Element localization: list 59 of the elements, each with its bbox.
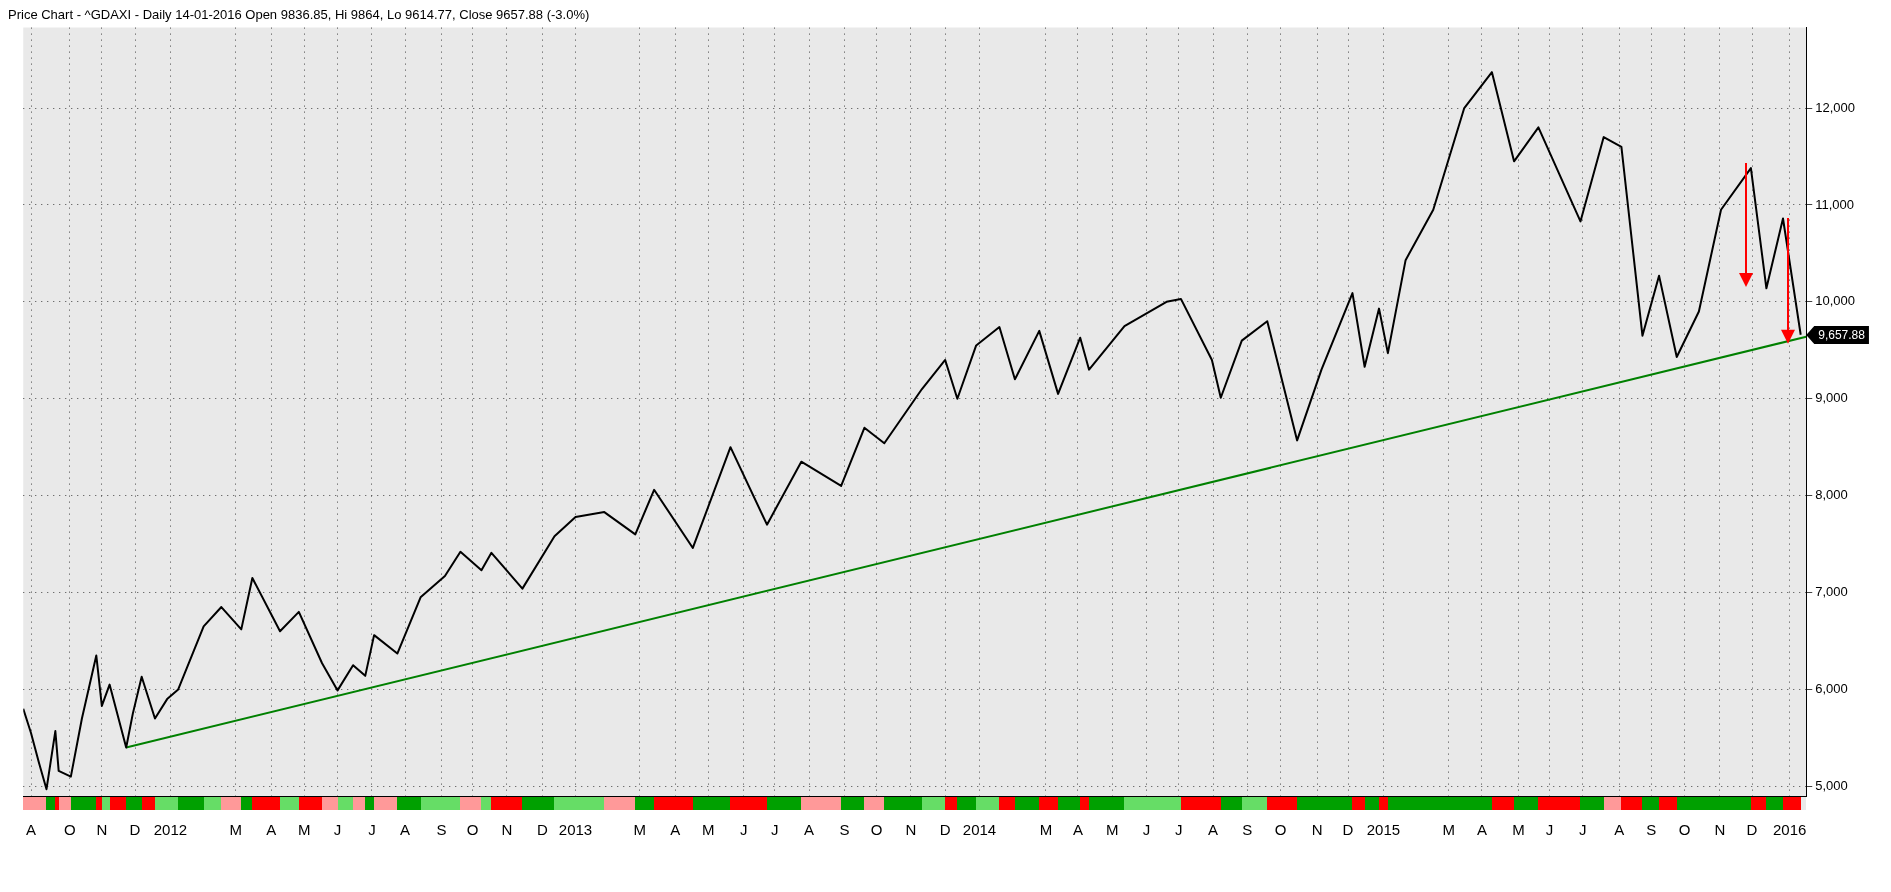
x-tick-label: M	[1039, 821, 1053, 839]
x-tick-label: D	[129, 821, 141, 839]
x-tick-label: N	[905, 821, 917, 839]
x-tick-label: D	[939, 821, 951, 839]
x-tick-label: 2014	[962, 821, 997, 839]
x-tick-label: M	[229, 821, 242, 839]
x-tick-label: M	[298, 821, 311, 839]
x-tick-label: N	[1714, 821, 1726, 839]
x-tick-label: M	[702, 821, 715, 839]
x-tick-label: N	[501, 821, 513, 839]
x-tick-label: J	[368, 821, 376, 839]
x-tick-label: N	[1311, 821, 1323, 839]
x-tick-label: J	[1174, 821, 1183, 839]
x-tick-label: A	[1072, 821, 1083, 839]
x-tick-label: D	[1342, 821, 1354, 839]
x-tick-label: M	[633, 821, 646, 839]
y-tick-label: 5,000	[1815, 777, 1848, 793]
x-tick-label: A	[400, 821, 411, 839]
x-tick-label: A	[1476, 821, 1487, 839]
x-tick-label: J	[333, 821, 342, 839]
x-tick-label: M	[1512, 821, 1525, 839]
x-tick-label: D	[1746, 821, 1758, 839]
x-tick-label: J	[1142, 821, 1151, 839]
x-tick-label: S	[436, 821, 447, 839]
x-tick-label: O	[63, 821, 76, 839]
x-tick-label: O	[1678, 821, 1691, 839]
y-tick-label: 10,000	[1815, 293, 1855, 309]
y-tick-label: 11,000	[1815, 196, 1855, 212]
annotation: 9,657.88	[1818, 328, 1866, 343]
x-tick-label: 2012	[153, 821, 188, 839]
y-tick-label: 9,000	[1815, 390, 1848, 406]
x-tick-label: J	[740, 821, 748, 839]
x-tick-label: S	[1646, 821, 1657, 839]
x-tick-label: M	[1442, 821, 1456, 839]
x-tick-label: A	[25, 821, 37, 839]
x-tick-label: A	[266, 821, 277, 839]
x-tick-label: O	[1274, 821, 1287, 839]
x-tick-label: A	[670, 821, 681, 839]
x-tick-label: D	[536, 821, 548, 839]
x-tick-label: O	[870, 821, 883, 839]
y-tick-label: 8,000	[1815, 487, 1848, 503]
x-tick-label: S	[1242, 821, 1253, 839]
y-tick-label: 7,000	[1815, 584, 1848, 600]
y-tick-label: 6,000	[1815, 680, 1848, 696]
x-tick-label: J	[1545, 821, 1554, 839]
x-tick-label: A	[1208, 821, 1219, 839]
x-tick-label: 2013	[558, 821, 593, 839]
x-tick-label: N	[96, 821, 108, 839]
x-tick-label: J	[1578, 821, 1587, 839]
x-tick-label: 2015	[1366, 821, 1401, 839]
x-tick-label: A	[804, 821, 815, 839]
chart-title: Price Chart - ^GDAXI - Daily 14-01-2016 Open 9836.85, Hi 9864, Lo 9614.77, Close 9657.88 (-3.0%)	[8, 7, 590, 23]
x-tick-label: A	[1614, 821, 1625, 839]
x-tick-label: S	[839, 821, 850, 839]
x-tick-label: J	[770, 821, 779, 839]
x-tick-label: M	[1106, 821, 1119, 839]
y-tick-label: 12,000	[1815, 99, 1855, 115]
x-tick-label: 2016	[1772, 821, 1807, 839]
x-tick-label: O	[466, 821, 479, 839]
